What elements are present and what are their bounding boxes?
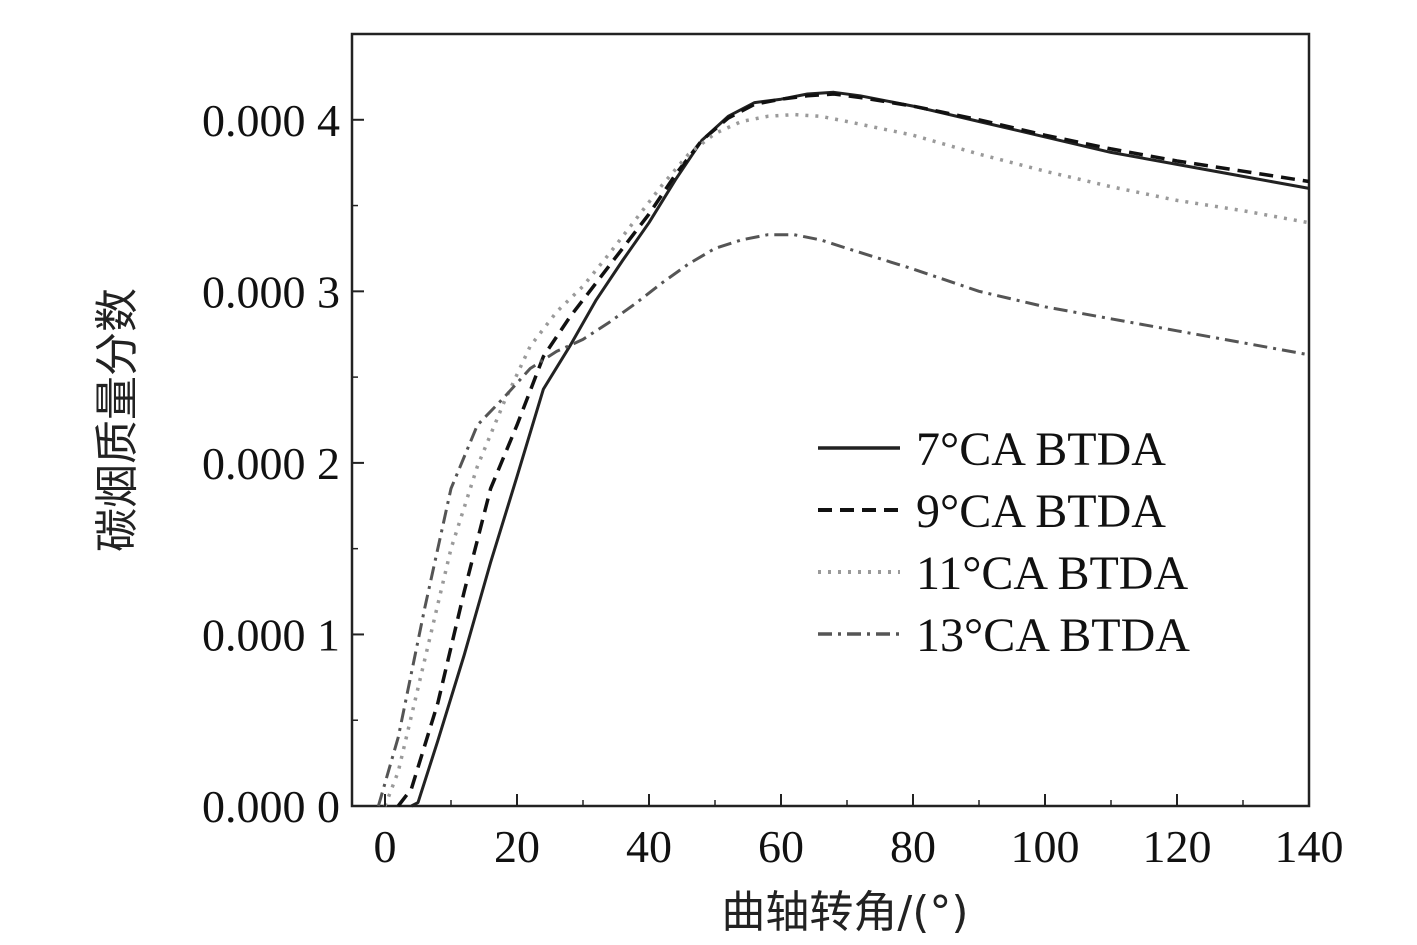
- x-tick-label: 80: [890, 821, 936, 872]
- legend-label-1: 7°CA BTDA: [916, 423, 1166, 476]
- legend-label-4: 13°CA BTDA: [916, 609, 1190, 662]
- plot-area: [350, 32, 1311, 808]
- x-tick-label: 120: [1143, 821, 1212, 872]
- y-axis-title: 碳烟质量分数: [92, 288, 143, 552]
- y-tick-label: 0.000 0: [202, 781, 340, 832]
- legend: 7°CA BTDA 9°CA BTDA 11°CA BTDA 13°CA BTDA: [818, 423, 1190, 662]
- series-layer: [376, 90, 1310, 808]
- plot-frame: [350, 32, 1311, 808]
- x-tick-label: 0: [374, 821, 397, 872]
- y-tick-label: 0.000 4: [202, 95, 340, 146]
- series-line-3: [383, 112, 1310, 807]
- tick-layer: 0 20 40 60 80 100 120 140 0.000 0 0.000 1 0.000 2 0…: [202, 95, 1344, 872]
- x-tick-label: 100: [1011, 821, 1080, 872]
- x-axis-title: 曲轴转角/(°): [721, 887, 968, 938]
- y-tick-label: 0.000 3: [202, 266, 340, 317]
- legend-label-2: 9°CA BTDA: [916, 485, 1166, 538]
- x-tick-label: 20: [494, 821, 540, 872]
- x-tick-label: 60: [758, 821, 804, 872]
- legend-label-3: 11°CA BTDA: [916, 547, 1188, 600]
- y-tick-label: 0.000 2: [202, 438, 340, 489]
- series-line-4: [376, 233, 1310, 807]
- series-line-2: [396, 92, 1310, 808]
- x-tick-label: 140: [1275, 821, 1344, 872]
- x-tick-label: 40: [626, 821, 672, 872]
- y-tick-label: 0.000 1: [202, 609, 340, 660]
